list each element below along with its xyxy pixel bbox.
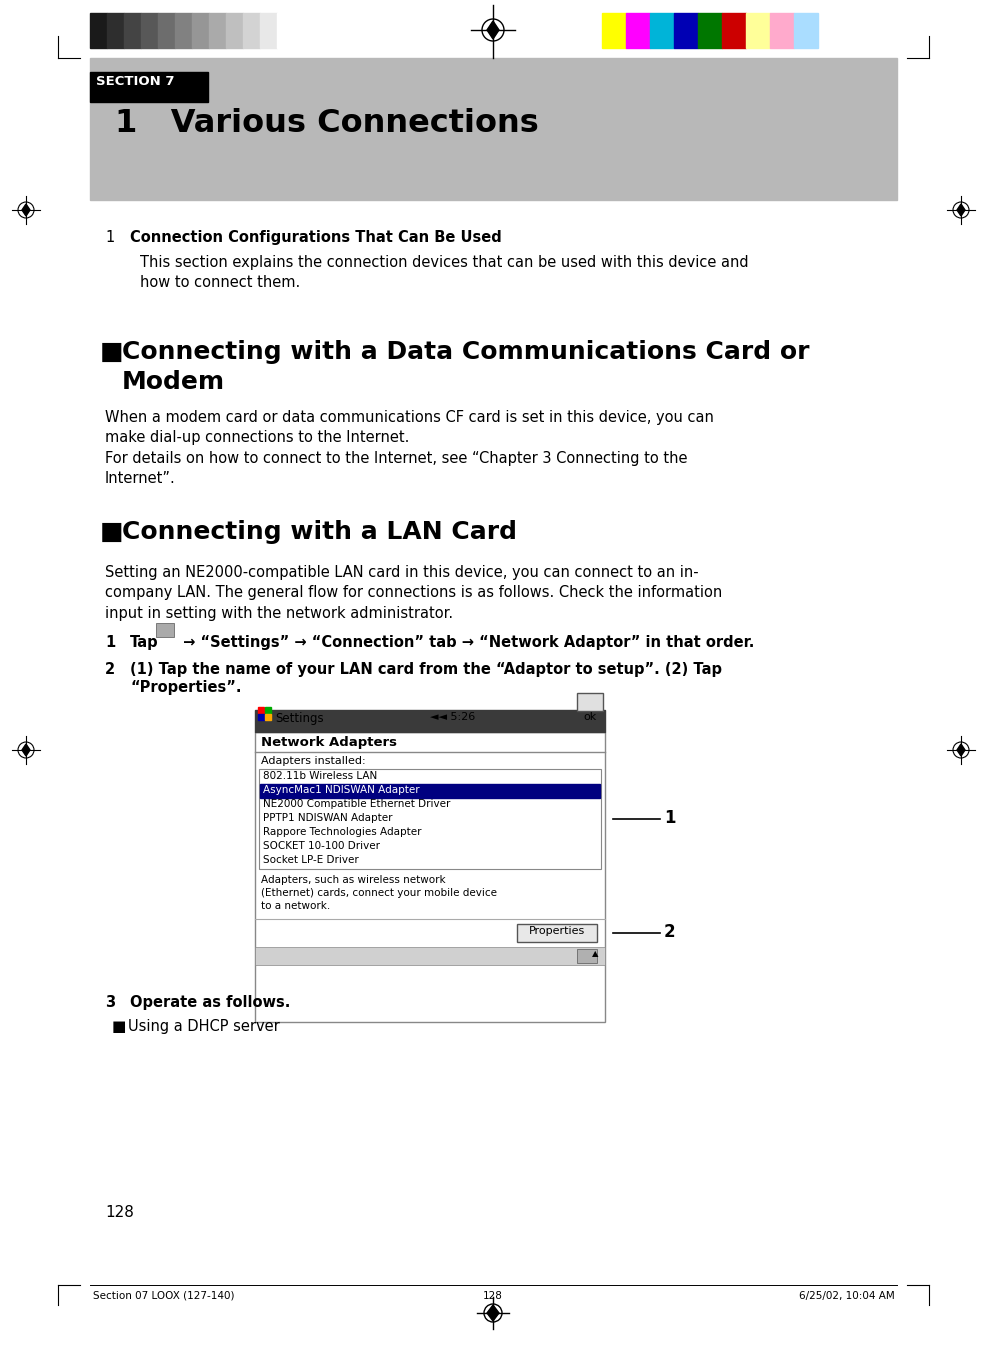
Bar: [141, 14, 158, 47]
Text: AsyncMac1 NDISWAN Adapter: AsyncMac1 NDISWAN Adapter: [262, 785, 419, 796]
Polygon shape: [956, 204, 964, 216]
Text: 1   Various Connections: 1 Various Connections: [115, 108, 538, 139]
Bar: [577, 948, 597, 963]
Polygon shape: [22, 744, 30, 756]
Bar: [90, 14, 106, 47]
Text: 128: 128: [105, 1206, 134, 1220]
Text: Using a DHCP server: Using a DHCP server: [128, 1019, 279, 1034]
Bar: [254, 710, 604, 732]
Text: Operate as follows.: Operate as follows.: [130, 994, 290, 1009]
Text: Network Adapters: Network Adapters: [260, 736, 396, 750]
Text: 1: 1: [105, 230, 114, 245]
Text: ■: ■: [111, 1019, 126, 1034]
Text: Connecting with a Data Communications Card or: Connecting with a Data Communications Ca…: [122, 340, 809, 364]
Bar: [264, 714, 271, 720]
Text: SOCKET 10-100 Driver: SOCKET 10-100 Driver: [262, 842, 380, 851]
Bar: [769, 14, 793, 47]
Text: 2: 2: [664, 923, 675, 940]
Bar: [243, 14, 259, 47]
Bar: [722, 14, 745, 47]
Bar: [192, 14, 209, 47]
Bar: [90, 72, 208, 101]
Bar: [254, 947, 604, 965]
Text: ■: ■: [100, 340, 123, 364]
Bar: [124, 14, 141, 47]
Bar: [793, 14, 817, 47]
Text: Connection Configurations That Can Be Used: Connection Configurations That Can Be Us…: [130, 230, 501, 245]
Text: ◄◄ 5:26: ◄◄ 5:26: [430, 712, 475, 723]
Text: ok: ok: [583, 712, 596, 723]
Text: Section 07 LOOX (127-140): Section 07 LOOX (127-140): [93, 1291, 235, 1302]
Text: Adapters installed:: Adapters installed:: [260, 756, 365, 766]
Bar: [90, 58, 896, 200]
Text: When a modem card or data communications CF card is set in this device, you can
: When a modem card or data communications…: [105, 410, 713, 486]
Bar: [258, 769, 600, 869]
Bar: [650, 14, 673, 47]
Bar: [257, 714, 263, 720]
Text: 2: 2: [105, 662, 115, 676]
Bar: [625, 14, 650, 47]
Bar: [601, 14, 625, 47]
Bar: [517, 924, 597, 942]
Text: (1) Tap the name of your LAN card from the “Adaptor to setup”. (2) Tap: (1) Tap the name of your LAN card from t…: [130, 662, 722, 676]
Text: This section explains the connection devices that can be used with this device a: This section explains the connection dev…: [140, 254, 747, 291]
Text: PPTP1 NDISWAN Adapter: PPTP1 NDISWAN Adapter: [262, 813, 392, 823]
Polygon shape: [486, 22, 499, 39]
Text: 1: 1: [664, 809, 674, 827]
Bar: [106, 14, 124, 47]
Polygon shape: [956, 744, 964, 756]
Bar: [673, 14, 697, 47]
Bar: [277, 14, 294, 47]
Text: ▲: ▲: [592, 948, 598, 958]
Text: ■: ■: [100, 520, 123, 544]
Text: Adapters, such as wireless network
(Ethernet) cards, connect your mobile device
: Adapters, such as wireless network (Ethe…: [260, 875, 497, 912]
Text: NE2000 Compatible Ethernet Driver: NE2000 Compatible Ethernet Driver: [262, 800, 450, 809]
Bar: [259, 14, 277, 47]
Text: Tap: Tap: [130, 635, 159, 649]
Bar: [158, 14, 175, 47]
Text: Modem: Modem: [122, 369, 225, 394]
Text: Rappore Technologies Adapter: Rappore Technologies Adapter: [262, 827, 421, 838]
Text: 1: 1: [105, 635, 115, 649]
Text: 3: 3: [105, 994, 115, 1009]
Bar: [254, 732, 604, 1022]
Text: → “Settings” → “Connection” tab → “Network Adaptor” in that order.: → “Settings” → “Connection” tab → “Netwo…: [177, 635, 753, 649]
Text: SECTION 7: SECTION 7: [96, 74, 175, 88]
Text: 6/25/02, 10:04 AM: 6/25/02, 10:04 AM: [799, 1291, 894, 1302]
Bar: [259, 783, 599, 798]
Bar: [175, 14, 192, 47]
Text: Socket LP-E Driver: Socket LP-E Driver: [262, 855, 358, 865]
Polygon shape: [486, 1306, 499, 1321]
Bar: [156, 622, 174, 637]
Bar: [697, 14, 722, 47]
Text: Properties: Properties: [528, 925, 585, 936]
Bar: [745, 14, 769, 47]
Polygon shape: [22, 204, 30, 216]
Bar: [577, 693, 602, 710]
Text: Connecting with a LAN Card: Connecting with a LAN Card: [122, 520, 517, 544]
Bar: [257, 708, 263, 713]
Bar: [226, 14, 243, 47]
Bar: [209, 14, 226, 47]
Text: Setting an NE2000-compatible LAN card in this device, you can connect to an in-
: Setting an NE2000-compatible LAN card in…: [105, 566, 722, 621]
Text: “Properties”.: “Properties”.: [130, 681, 242, 695]
Text: 128: 128: [482, 1291, 503, 1302]
Bar: [264, 708, 271, 713]
Text: 802.11b Wireless LAN: 802.11b Wireless LAN: [262, 771, 377, 781]
Text: Settings: Settings: [275, 712, 323, 725]
